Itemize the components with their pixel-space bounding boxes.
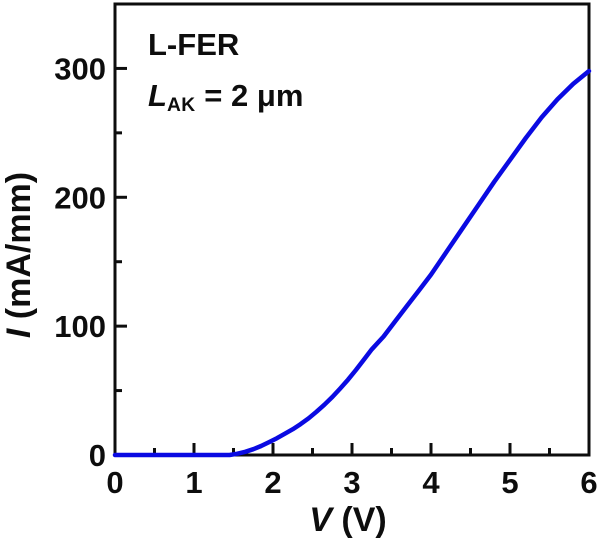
y-tick-label-300: 300	[54, 51, 106, 86]
x-axis-title: V (V)	[309, 501, 386, 539]
y-axis-title: I (mA/mm)	[0, 172, 38, 338]
y-tick-label-0: 0	[89, 438, 106, 473]
x-tick-label-5: 5	[501, 465, 518, 500]
annotation-lak-symbol: L	[148, 78, 167, 113]
iv-curve	[112, 68, 592, 458]
tick-labels-layer: 0 1 2 3 4 5 6 0 100 200 300	[54, 51, 597, 500]
annotation-lak-subscript: AK	[166, 95, 196, 117]
annotation-lak-label: LAK = 2 μm	[148, 77, 303, 120]
x-axis-title-symbol: V	[309, 501, 335, 539]
ticks-layer	[113, 66, 591, 457]
annotation-lak-value: = 2 μm	[195, 78, 304, 113]
annotation-block: L-FER LAK = 2 μm	[148, 26, 303, 120]
y-tick-label-100: 100	[54, 309, 106, 344]
y-tick-label-200: 200	[54, 180, 106, 215]
x-tick-label-0: 0	[106, 465, 123, 500]
plot-frame	[113, 2, 591, 457]
x-tick-label-2: 2	[264, 465, 281, 500]
x-tick-label-4: 4	[422, 465, 440, 500]
x-axis-title-unit: (V)	[332, 501, 387, 539]
y-axis-title-unit: (mA/mm)	[0, 172, 38, 329]
x-tick-label-6: 6	[580, 465, 597, 500]
x-tick-label-1: 1	[185, 465, 202, 500]
y-axis-title-symbol: I	[0, 327, 38, 338]
x-tick-label-3: 3	[343, 465, 360, 500]
annotation-device-label: L-FER	[148, 27, 240, 62]
